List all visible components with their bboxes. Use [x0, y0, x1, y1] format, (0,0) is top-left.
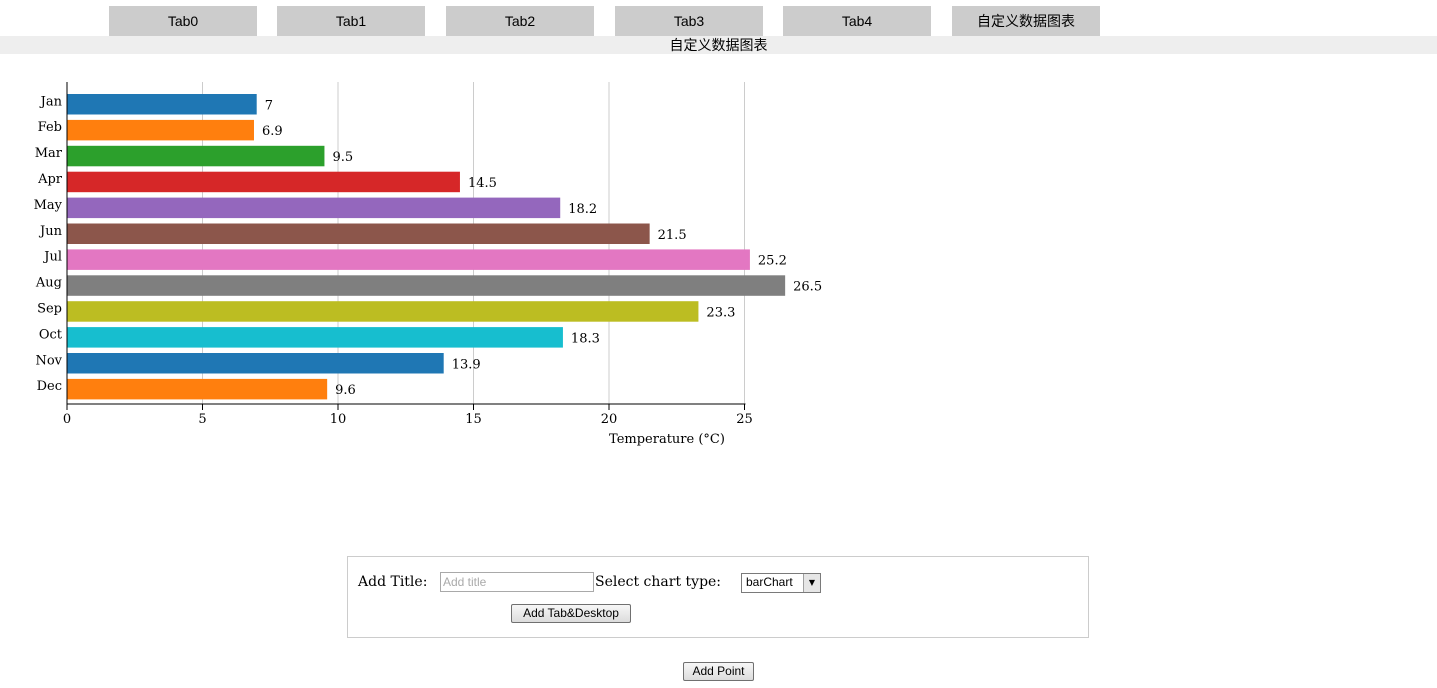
x-tick-label: 10: [330, 412, 347, 427]
add-tab-desktop-button[interactable]: Add Tab&Desktop: [511, 604, 631, 623]
bar-value-label: 23.3: [706, 305, 735, 320]
tab-custom-chart[interactable]: 自定义数据图表: [952, 6, 1100, 36]
y-category-label: Jan: [39, 94, 63, 109]
y-category-label: Jul: [42, 250, 62, 265]
page-title: 自定义数据图表: [0, 36, 1437, 54]
bar-chart: 7 6.9 9.5 14.5 18.2 21.5 25.2 26.5 23.3 18.3 13.9 9…: [34, 82, 822, 447]
bar-jan: [67, 94, 257, 115]
bar-value-label: 25.2: [758, 254, 787, 269]
bar-value-label: 21.5: [658, 228, 687, 243]
chart-type-value: barChart: [746, 575, 793, 589]
bar-sep: [67, 301, 699, 322]
y-category-label: May: [34, 198, 63, 213]
add-point-button[interactable]: Add Point: [683, 662, 754, 681]
bar-jul: [67, 249, 750, 270]
bar-value-label: 14.5: [468, 176, 497, 191]
tab-0[interactable]: Tab0: [109, 6, 257, 36]
bar-dec: [67, 378, 328, 400]
bar-apr: [67, 171, 460, 193]
y-axis-labels: Jan Feb Mar Apr May Jun Jul Aug Sep Oct Nov Dec: [34, 94, 63, 394]
chart-type-label: Select chart type:: [595, 574, 722, 590]
y-category-label: Feb: [38, 120, 62, 135]
tab-4[interactable]: Tab4: [783, 6, 931, 36]
y-category-label: Sep: [37, 301, 62, 316]
y-category-label: Oct: [39, 327, 63, 342]
chevron-down-icon[interactable]: ▼: [803, 574, 820, 592]
bar-value-labels: 7 6.9 9.5 14.5 18.2 21.5 25.2 26.5 23.3 18.3 13.9 9…: [262, 98, 822, 398]
x-tick-label: 15: [465, 412, 482, 427]
add-tab-panel: Add Title: Select chart type: barChart ▼…: [347, 556, 1089, 638]
x-axis-ticks: 0 5 10 15 20 25: [63, 404, 753, 427]
bar-value-label: 18.3: [571, 331, 600, 346]
bar-oct: [67, 327, 563, 348]
x-tick-label: 25: [736, 412, 753, 427]
x-axis-title: Temperature (°C): [609, 432, 725, 447]
bar-nov: [67, 353, 444, 374]
bar-may: [67, 197, 561, 219]
bar-jun: [67, 223, 650, 244]
bar-mar: [67, 145, 325, 167]
bar-aug: [67, 275, 786, 296]
bar-value-label: 9.5: [332, 150, 353, 165]
title-label: Add Title:: [358, 574, 428, 590]
bar-value-label: 13.9: [452, 357, 481, 372]
y-category-label: Jun: [38, 224, 63, 239]
tab-1[interactable]: Tab1: [277, 6, 425, 36]
chart-type-select[interactable]: barChart ▼: [741, 573, 821, 593]
y-category-label: Mar: [35, 146, 63, 161]
y-category-label: Apr: [37, 172, 63, 187]
bar-value-label: 26.5: [793, 280, 822, 295]
bar-value-label: 9.6: [335, 383, 356, 398]
bar-value-label: 7: [265, 98, 273, 113]
x-tick-label: 0: [63, 412, 71, 427]
bar-value-label: 6.9: [262, 124, 283, 139]
bar-value-label: 18.2: [568, 202, 597, 217]
y-category-label: Nov: [35, 353, 62, 368]
tab-3[interactable]: Tab3: [615, 6, 763, 36]
bar-feb: [67, 119, 254, 141]
y-category-label: Aug: [35, 276, 62, 291]
y-category-label: Dec: [37, 379, 62, 394]
bars: [67, 94, 786, 400]
x-tick-label: 20: [601, 412, 618, 427]
x-tick-label: 5: [198, 412, 206, 427]
title-input[interactable]: [440, 572, 594, 592]
tab-2[interactable]: Tab2: [446, 6, 594, 36]
